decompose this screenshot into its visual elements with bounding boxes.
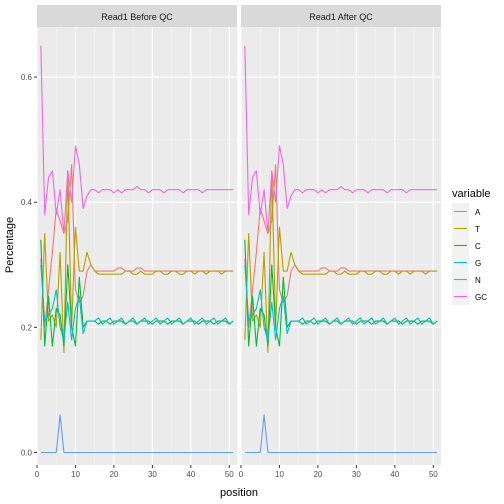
x-axes: 0 10 20 30 40 50 0 10 20 30 40 50 [35,465,438,479]
series-line-gc [244,45,438,235]
facet-panels: Read1 Before QC Read1 After QC [36,5,441,465]
series-line-n [40,414,234,454]
x-tick-label: 10 [275,470,284,479]
x-tick-label: 20 [109,470,118,479]
legend-label: G [475,259,481,268]
series-line-t [40,170,234,353]
x-tick-label: 0 [239,470,244,479]
legend-entry-gc: GC [452,288,487,305]
x-tick-label: 10 [71,470,80,479]
x-tick-label: 20 [313,470,322,479]
series-line-n [244,414,438,454]
y-axis-title: Percentage [4,217,16,273]
y-tick-label: 0.6 [21,73,33,82]
y-tick-label: 0.2 [21,323,33,332]
x-tick-label: 40 [186,470,195,479]
legend-label: GC [475,293,487,302]
x-tick-label: 50 [225,470,234,479]
x-tick-label: 40 [390,470,399,479]
legend-entry-g: G [452,254,481,271]
series-line-gc [40,45,234,235]
y-tick-label: 0.0 [21,448,33,457]
series-line-t [244,170,438,353]
y-tick-label: 0.4 [21,198,33,207]
legend-label: T [475,225,480,234]
x-tick-label: 0 [35,470,40,479]
panel-background [241,27,441,465]
facet-strip-label: Read1 After QC [309,12,373,22]
legend-label: N [475,276,481,285]
x-axis-title: position [220,487,258,499]
legend-label: A [475,208,481,217]
legend-entry-a: A [452,203,481,220]
legend-label: C [475,242,481,251]
facet-panel-2: Read1 After QC [240,5,441,465]
facet-panel-1: Read1 Before QC [36,5,237,465]
facet-strip [241,5,441,27]
facet-strip [37,5,237,27]
legend-title: variable [452,188,491,200]
series-line-g [244,264,438,341]
legend-entry-t: T [452,220,480,237]
panel-background [37,27,237,465]
x-tick-label: 30 [148,470,157,479]
facet-strip-label: Read1 Before QC [101,12,173,22]
legend-entry-n: N [452,271,481,288]
y-axis: 0.0 0.2 0.4 0.6 [21,73,37,457]
x-tick-label: 50 [429,470,438,479]
series-line-g [40,264,234,341]
x-tick-label: 30 [352,470,361,479]
legend-entry-c: C [452,237,481,254]
